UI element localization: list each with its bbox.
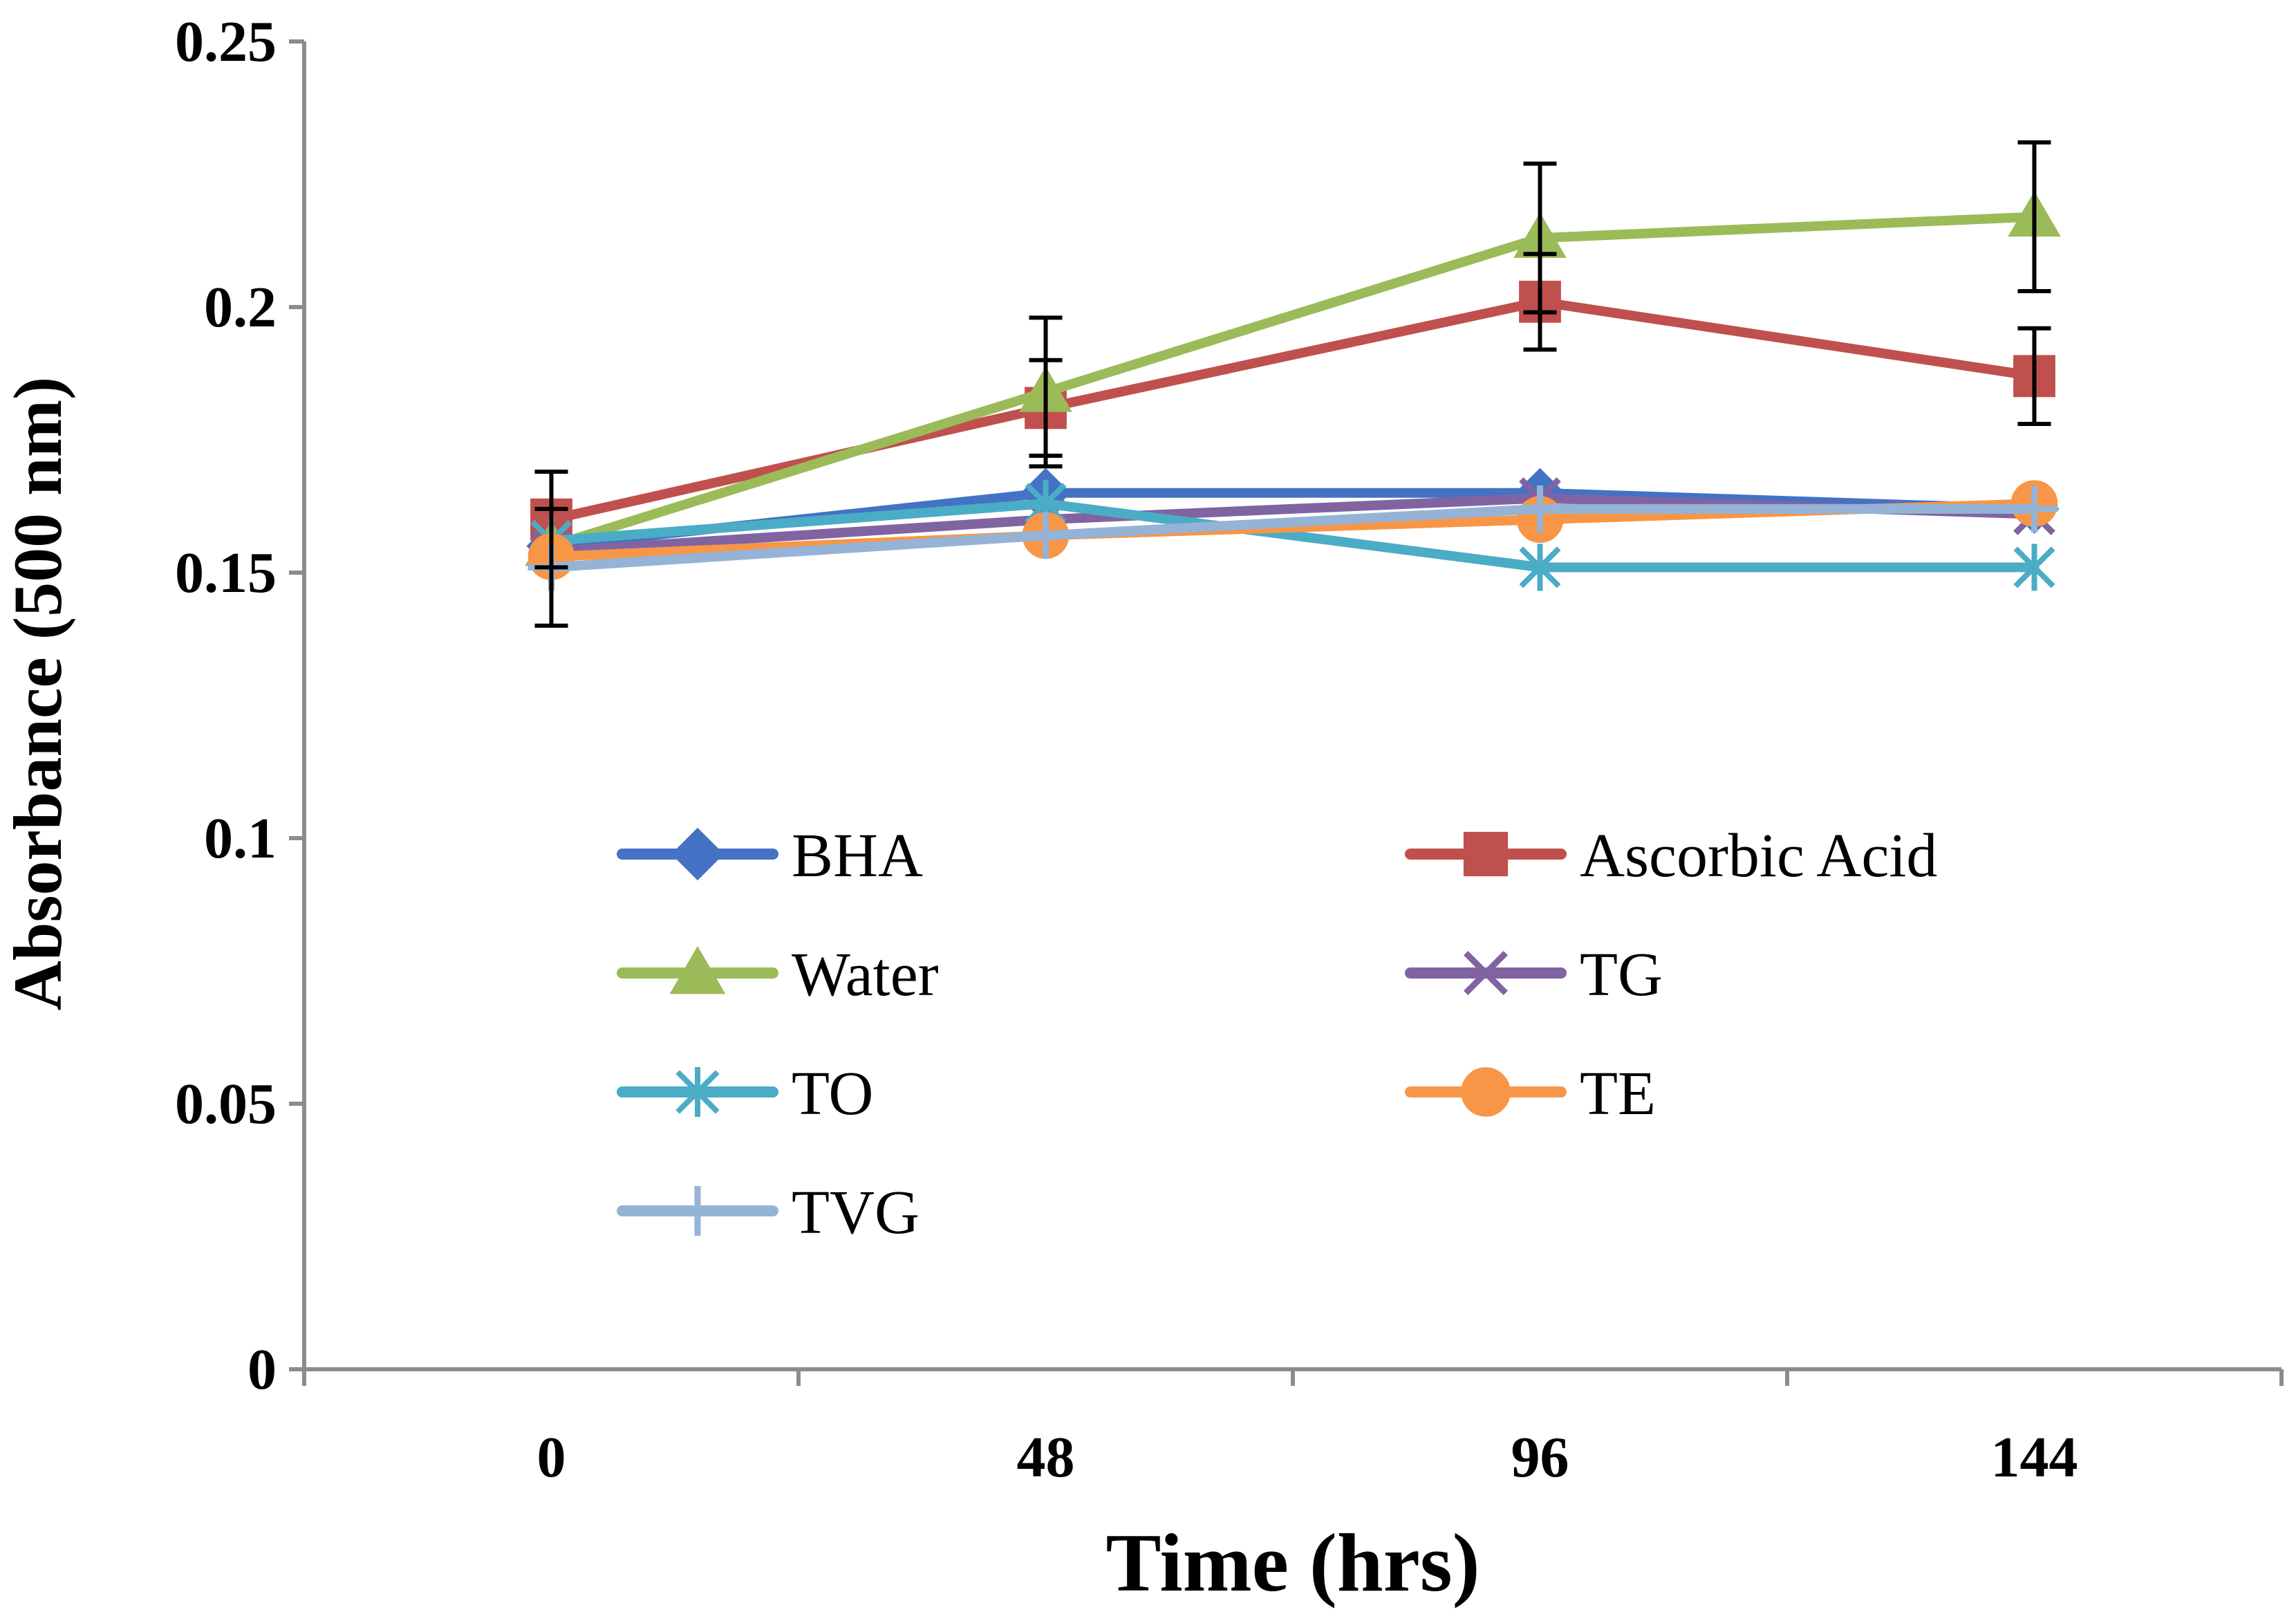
series-line-tvg [546, 503, 2040, 573]
y-axis-title: Absorbance (500 nm) [0, 377, 76, 1011]
series-line-to [546, 499, 2040, 573]
data-point-tvg [2010, 485, 2058, 532]
y-tick-label: 0.2 [204, 275, 277, 340]
legend-marker [1461, 1067, 1511, 1117]
legend-label: Water [792, 941, 939, 1009]
legend-marker [1463, 831, 1509, 877]
legend-label: TE [1580, 1059, 1656, 1128]
legend-item-ascorbic-acid: Ascorbic Acid [1405, 822, 1937, 890]
legend-item-bha: BHA [617, 822, 923, 890]
y-tick-label: 0.25 [175, 10, 277, 74]
y-tick-label: 0 [248, 1337, 277, 1402]
data-point-to [1519, 544, 1561, 591]
error-bar-water [1029, 315, 1063, 469]
legend-label: BHA [792, 822, 923, 890]
legend-item-water: Water [617, 941, 939, 1009]
x-tick-labels: 0 48 96 144 [537, 1425, 2078, 1490]
y-tick-label: 0.1 [204, 806, 277, 871]
data-point-tvg [1516, 485, 1564, 532]
legend-label: Ascorbic Acid [1580, 822, 1937, 890]
error-bar-water [1523, 161, 1557, 315]
error-bar-ascorbic-acid [2017, 326, 2051, 426]
data-point-tvg [1022, 512, 1070, 559]
axes [289, 39, 2284, 1386]
series-line-water [546, 212, 2040, 551]
legend-item-to: TO [617, 1059, 873, 1128]
x-tick-label: 0 [537, 1425, 566, 1490]
y-tick-labels: 0 0.05 0.1 0.15 0.2 0.25 [175, 10, 277, 1402]
legend-marker [673, 1186, 722, 1236]
legend: BHA Ascorbic Acid Water TG TO TE TVG [617, 822, 1937, 1247]
error-bars [534, 140, 2051, 628]
legend-item-te: TE [1405, 1059, 1656, 1128]
y-tick-label: 0.15 [175, 541, 277, 605]
legend-label: TO [792, 1059, 873, 1128]
legend-item-tg: TG [1405, 941, 1663, 1009]
legend-marker [675, 1067, 720, 1117]
x-tick-label: 48 [1017, 1425, 1075, 1490]
legend-item-tvg: TVG [617, 1178, 920, 1247]
legend-marker [1464, 951, 1508, 995]
x-tick-label: 96 [1511, 1425, 1569, 1490]
data-point-to [2013, 544, 2055, 591]
x-axis-title: Time (hrs) [1105, 1517, 1480, 1609]
x-tick-label: 144 [1991, 1425, 2078, 1490]
legend-marker [669, 946, 726, 994]
error-bar-water [2017, 140, 2051, 293]
series-line-ascorbic-acid [546, 297, 2040, 525]
y-tick-label: 0.05 [175, 1072, 277, 1136]
legend-label: TG [1580, 941, 1663, 1009]
series-lines [525, 191, 2061, 591]
legend-marker [671, 827, 725, 881]
legend-label: TVG [792, 1178, 920, 1247]
error-bar-tvg [534, 506, 568, 628]
